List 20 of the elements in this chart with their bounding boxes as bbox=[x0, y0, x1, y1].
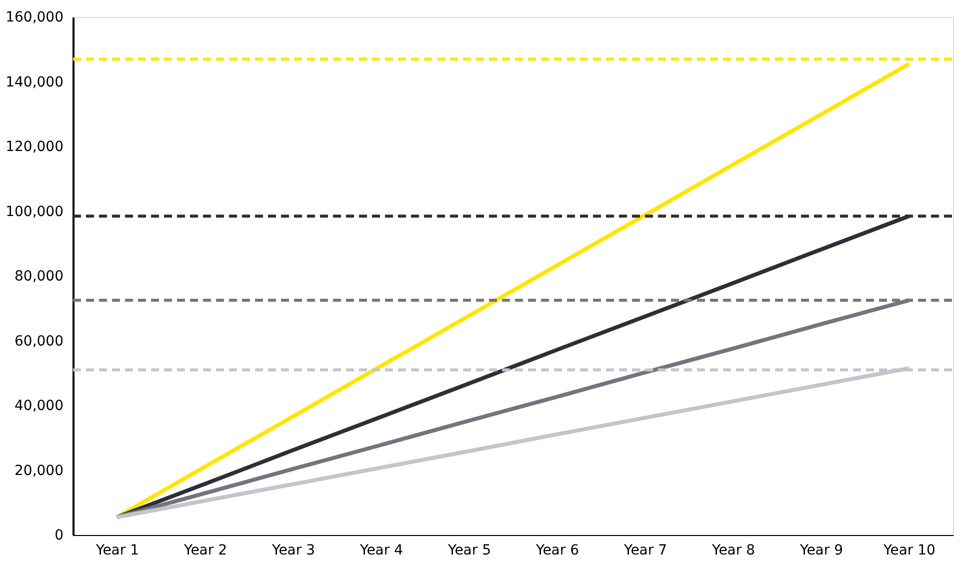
x-tick-label: Year 4 bbox=[359, 542, 404, 558]
line-series bbox=[115, 62, 911, 520]
x-tick-label: Year 7 bbox=[623, 542, 667, 558]
y-tick-label: 160,000 bbox=[6, 10, 64, 26]
y-tick-label: 0 bbox=[54, 528, 64, 544]
x-tick-label: Year 10 bbox=[882, 542, 936, 558]
y-tick-label: 20,000 bbox=[14, 462, 64, 479]
y-tick-label: 140,000 bbox=[6, 74, 64, 90]
y-tick-label: 80,000 bbox=[14, 268, 64, 284]
y-tick-label: 60,000 bbox=[14, 333, 64, 350]
y-tick-label: 100,000 bbox=[6, 204, 64, 220]
x-tick-label: Year 1 bbox=[95, 542, 139, 558]
x-tick-label: Year 6 bbox=[535, 542, 580, 558]
y-tick-label: 120,000 bbox=[6, 139, 64, 155]
x-tick-label: Year 2 bbox=[183, 542, 227, 558]
y-tick-label: 40,000 bbox=[14, 398, 64, 414]
x-tick-label: Year 3 bbox=[271, 542, 315, 558]
x-tick-label: Year 5 bbox=[447, 542, 491, 558]
x-tick-label: Year 9 bbox=[799, 542, 843, 558]
x-tick-label: Year 8 bbox=[711, 542, 755, 558]
